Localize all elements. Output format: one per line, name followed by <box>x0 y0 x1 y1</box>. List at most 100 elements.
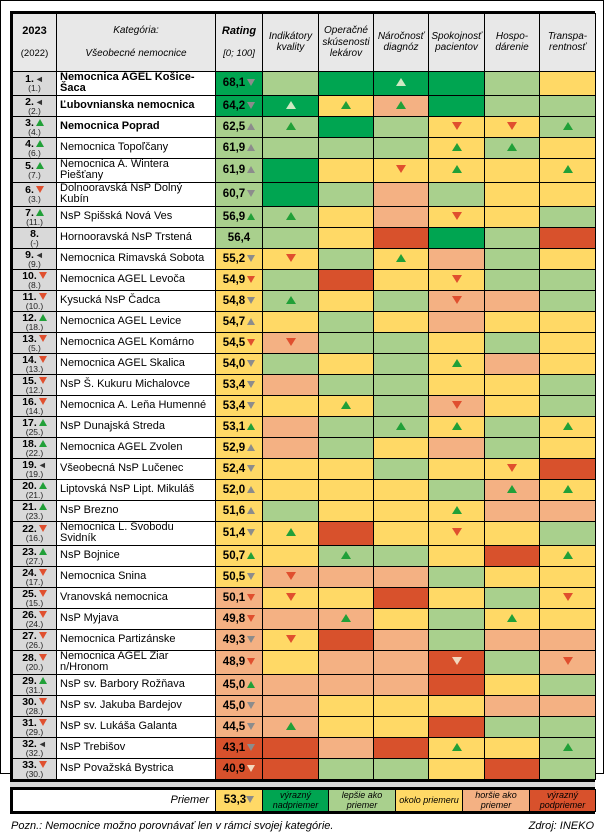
indicator-cell-finances <box>484 289 540 312</box>
down-triangle-icon <box>247 764 256 772</box>
indicator-cell-patient-satisfaction <box>428 673 485 696</box>
indicator-cell-surgical-experience <box>318 736 374 759</box>
up-triangle-icon <box>507 613 517 622</box>
rank-cell: 4. (6.) <box>12 136 57 159</box>
indicator-cell-patient-satisfaction <box>428 565 485 588</box>
up-triangle-icon <box>38 418 47 426</box>
previous-rank: (29.) <box>25 726 44 737</box>
down-triangle-icon <box>38 654 47 662</box>
rank-number: 7. <box>25 206 34 219</box>
indicator-cell-surgical-experience <box>318 628 374 651</box>
rating-value: 44,5 <box>222 720 246 733</box>
hospital-row: 29. (31.) NsP sv. Barbory Rožňava 45,0 <box>12 673 596 696</box>
rank-number: 18. <box>22 437 37 450</box>
indicator-cell-transparency <box>539 586 596 609</box>
indicator-cell-patient-satisfaction <box>428 520 485 546</box>
rank-cell: 17. (25.) <box>12 415 57 438</box>
previous-rank: (26.) <box>25 639 44 650</box>
rank-cell: 23. (27.) <box>12 544 57 567</box>
indicator-cell-patient-satisfaction <box>428 373 485 396</box>
indicator-cell-surgical-experience <box>318 268 374 291</box>
previous-rank: (17.) <box>25 576 44 587</box>
indicator-cell-transparency <box>539 565 596 588</box>
up-triangle-icon <box>35 162 44 170</box>
indicator-cell-patient-satisfaction <box>428 247 485 270</box>
hospital-name: Nemocnica Partizánske <box>56 628 216 651</box>
indicator-cell-diagnosis-difficulty <box>373 70 429 96</box>
rating-cell: 68,1 <box>215 70 263 96</box>
rank-number: 26. <box>22 608 37 621</box>
up-triangle-icon <box>451 358 462 367</box>
down-triangle-icon <box>507 121 517 130</box>
rank-cell: 12. (18.) <box>12 310 57 333</box>
indicator-cell-transparency <box>539 628 596 651</box>
previous-rank: (9.) <box>28 258 41 269</box>
indicator-cell-surgical-experience <box>318 115 374 138</box>
rank-number: 21. <box>22 500 37 513</box>
rating-value: 50,7 <box>222 549 246 562</box>
rating-cell: 54,8 <box>215 289 263 312</box>
rating-value: 62,5 <box>222 120 246 133</box>
indicator-cell-transparency <box>539 157 596 183</box>
rating-value: 48,9 <box>222 656 246 669</box>
indicator-cell-transparency <box>539 181 596 207</box>
rank-number: 12. <box>22 311 37 324</box>
hospital-row: 25. (15.) Vranovská nemocnica 50,1 <box>12 586 596 609</box>
down-triangle-icon <box>285 634 296 643</box>
indicator-cell-diagnosis-difficulty <box>373 478 429 501</box>
hospital-row: 5. (7.) Nemocnica A. Wintera Piešťany 61,9 <box>12 157 596 183</box>
down-triangle-icon <box>247 79 256 87</box>
up-triangle-icon <box>341 100 351 109</box>
hospital-name: NsP Trebišov <box>56 736 216 759</box>
indicator-cell-patient-satisfaction <box>428 607 485 630</box>
rating-cell: 53,4 <box>215 373 263 396</box>
rating-cell: 62,5 <box>215 115 263 138</box>
indicator-cell-diagnosis-difficulty <box>373 331 429 354</box>
previous-rank: (21.) <box>25 489 44 500</box>
indicator-cell-transparency <box>539 247 596 270</box>
rating-value: 49,8 <box>222 612 246 625</box>
up-triangle-icon <box>562 550 573 559</box>
indicator-cell-transparency <box>539 226 596 249</box>
indicator-cell-quality-indicators <box>262 694 319 717</box>
indicator-cell-diagnosis-difficulty <box>373 694 429 717</box>
indicator-cell-finances <box>484 436 540 459</box>
indicator-cell-finances <box>484 181 540 207</box>
hospital-name: Liptovská NsP Lipt. Mikuláš <box>56 478 216 501</box>
hospital-row: 31. (29.) NsP sv. Lukáša Galanta 44,5 <box>12 715 596 738</box>
hospital-name: NsP Považská Bystrica <box>56 757 216 780</box>
down-triangle-icon <box>38 397 47 405</box>
up-triangle-icon <box>562 165 573 174</box>
indicator-cell-finances <box>484 394 540 417</box>
rating-value: 54,7 <box>222 315 246 328</box>
rating-cell: 49,3 <box>215 628 263 651</box>
previous-rank: (20.) <box>25 662 44 673</box>
up-triangle-icon <box>396 421 406 430</box>
down-triangle-icon <box>38 568 47 576</box>
indicator-cell-quality-indicators <box>262 607 319 630</box>
indicator-cell-quality-indicators <box>262 457 319 480</box>
rank-cell: 21. (23.) <box>12 499 57 522</box>
rating-value: 50,1 <box>222 591 246 604</box>
rating-value: 68,1 <box>222 77 246 90</box>
average-label: Priemer <box>12 788 216 812</box>
indicator-cell-surgical-experience <box>318 544 374 567</box>
down-triangle-icon <box>451 274 462 283</box>
indicator-cell-patient-satisfaction <box>428 478 485 501</box>
down-triangle-icon <box>247 359 256 367</box>
down-triangle-icon <box>562 657 573 666</box>
indicator-cell-surgical-experience <box>318 586 374 609</box>
rating-cell: 64,2 <box>215 94 263 117</box>
previous-rank: (28.) <box>25 705 44 716</box>
rank-number: 3. <box>25 116 34 129</box>
rating-cell: 61,9 <box>215 136 263 159</box>
rank-number: 14. <box>22 353 37 366</box>
indicator-cell-transparency <box>539 607 596 630</box>
indicator-cell-surgical-experience <box>318 373 374 396</box>
indicator-cell-quality-indicators <box>262 649 319 675</box>
rank-number: 9. <box>25 248 34 261</box>
indicator-cell-surgical-experience <box>318 715 374 738</box>
rating-cell: 49,8 <box>215 607 263 630</box>
indicator-cell-finances <box>484 310 540 333</box>
rating-cell: 50,7 <box>215 544 263 567</box>
